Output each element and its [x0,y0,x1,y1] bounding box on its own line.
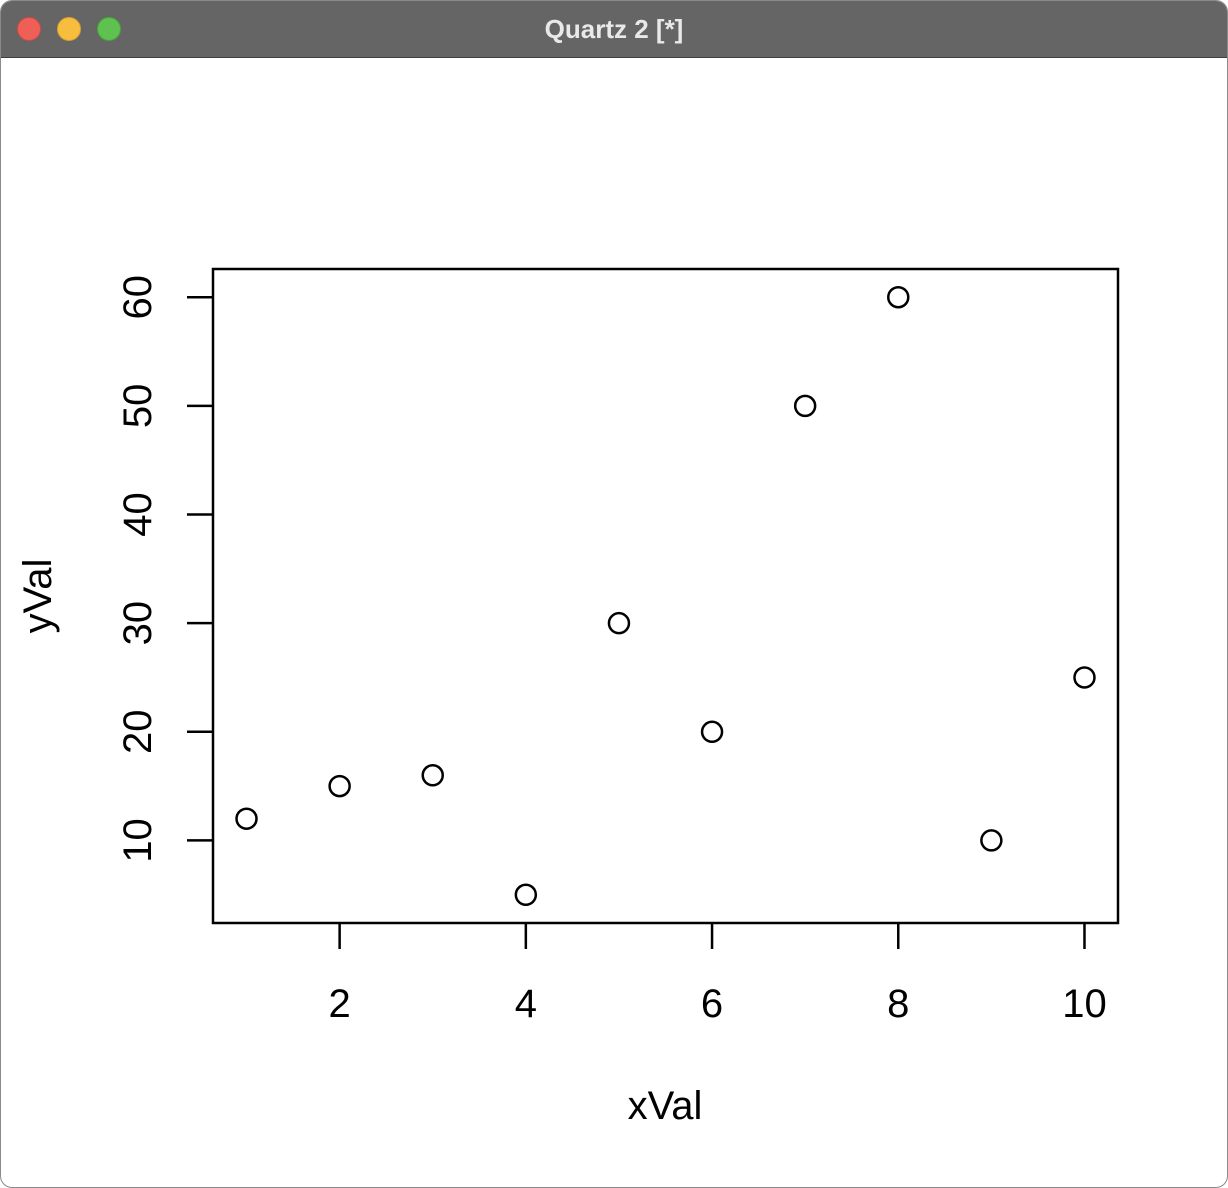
window-title: Quartz 2 [*] [544,14,684,44]
y-tick-label: 60 [116,275,160,320]
x-tick-label: 2 [329,982,351,1026]
title-bar[interactable]: Quartz 2 [*] [1,1,1227,58]
x-axis: 2 4 6 8 10 [329,923,1107,1026]
y-tick-label: 40 [116,492,160,537]
y-axis-label: yVal [16,559,60,634]
x-tick-label: 4 [515,982,537,1026]
data-point [980,829,1003,852]
plot-frame [211,267,1120,925]
scatter-plot: 2 4 6 8 10 10 20 30 40 50 60 xVal yVal [16,267,1120,1128]
y-axis: 10 20 30 40 50 60 [116,275,213,863]
data-point [700,720,724,744]
x-tick-label: 10 [1062,982,1107,1026]
x-axis-label: xVal [628,1084,703,1128]
data-points [235,285,1096,907]
plot-area: 2 4 6 8 10 10 20 30 40 50 60 xVal yVal [1,58,1227,1187]
data-point [328,774,351,798]
data-point [235,807,258,830]
y-tick-label: 30 [116,601,160,646]
data-point [514,883,538,907]
minimize-window-button[interactable] [57,17,81,41]
y-tick-label: 20 [116,710,160,755]
data-point [887,285,910,309]
y-tick-label: 50 [116,384,160,429]
x-tick-label: 6 [701,982,723,1026]
x-tick-label: 8 [887,982,909,1026]
data-point [607,611,631,635]
data-point [421,764,444,787]
data-point [793,394,817,418]
zoom-window-button[interactable] [97,17,121,41]
data-point [1073,666,1096,689]
close-window-button[interactable] [17,17,41,41]
y-tick-label: 10 [116,818,160,863]
